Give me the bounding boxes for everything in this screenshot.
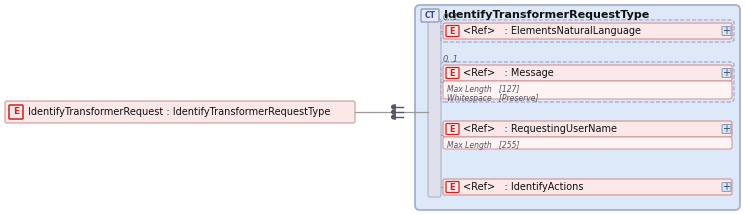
- FancyBboxPatch shape: [722, 124, 731, 134]
- Text: +: +: [723, 124, 731, 134]
- FancyBboxPatch shape: [446, 181, 459, 192]
- FancyBboxPatch shape: [443, 23, 732, 39]
- Text: 0..1: 0..1: [443, 55, 459, 64]
- Text: E: E: [450, 183, 455, 192]
- FancyBboxPatch shape: [443, 81, 732, 99]
- Text: IdentifyTransformerRequest : IdentifyTransformerRequestType: IdentifyTransformerRequest : IdentifyTra…: [28, 107, 330, 117]
- Text: +: +: [723, 26, 731, 36]
- Text: +: +: [723, 68, 731, 78]
- FancyBboxPatch shape: [443, 179, 732, 195]
- FancyBboxPatch shape: [443, 65, 732, 81]
- FancyBboxPatch shape: [9, 105, 23, 119]
- FancyBboxPatch shape: [5, 101, 355, 123]
- FancyBboxPatch shape: [446, 123, 459, 135]
- FancyBboxPatch shape: [722, 69, 731, 77]
- Text: <Ref>   : ElementsNaturalLanguage: <Ref> : ElementsNaturalLanguage: [463, 26, 641, 36]
- FancyBboxPatch shape: [415, 5, 740, 210]
- Circle shape: [392, 105, 396, 109]
- FancyBboxPatch shape: [441, 20, 734, 42]
- Text: Max Length   [255]: Max Length [255]: [447, 141, 519, 150]
- FancyBboxPatch shape: [722, 26, 731, 35]
- FancyBboxPatch shape: [443, 121, 732, 137]
- Text: 0..1: 0..1: [443, 13, 459, 22]
- Text: E: E: [450, 124, 455, 134]
- Text: <Ref>   : Message: <Ref> : Message: [463, 68, 554, 78]
- Circle shape: [392, 115, 396, 119]
- Text: CT: CT: [425, 11, 436, 20]
- FancyBboxPatch shape: [443, 137, 732, 149]
- Text: E: E: [13, 108, 19, 117]
- FancyBboxPatch shape: [421, 9, 439, 22]
- FancyBboxPatch shape: [441, 62, 734, 102]
- Text: Max Length   [127]: Max Length [127]: [447, 85, 519, 94]
- FancyBboxPatch shape: [446, 68, 459, 78]
- Text: E: E: [450, 26, 455, 35]
- Circle shape: [392, 110, 396, 114]
- Text: E: E: [450, 69, 455, 77]
- Text: +: +: [723, 182, 731, 192]
- Text: IdentifyTransformerRequestType: IdentifyTransformerRequestType: [444, 11, 649, 20]
- Text: <Ref>   : RequestingUserName: <Ref> : RequestingUserName: [463, 124, 617, 134]
- Text: <Ref>   : IdentifyActions: <Ref> : IdentifyActions: [463, 182, 583, 192]
- FancyBboxPatch shape: [722, 183, 731, 192]
- Text: Whitespace   [Preserve]: Whitespace [Preserve]: [447, 94, 539, 103]
- FancyBboxPatch shape: [446, 26, 459, 37]
- FancyBboxPatch shape: [428, 19, 441, 197]
